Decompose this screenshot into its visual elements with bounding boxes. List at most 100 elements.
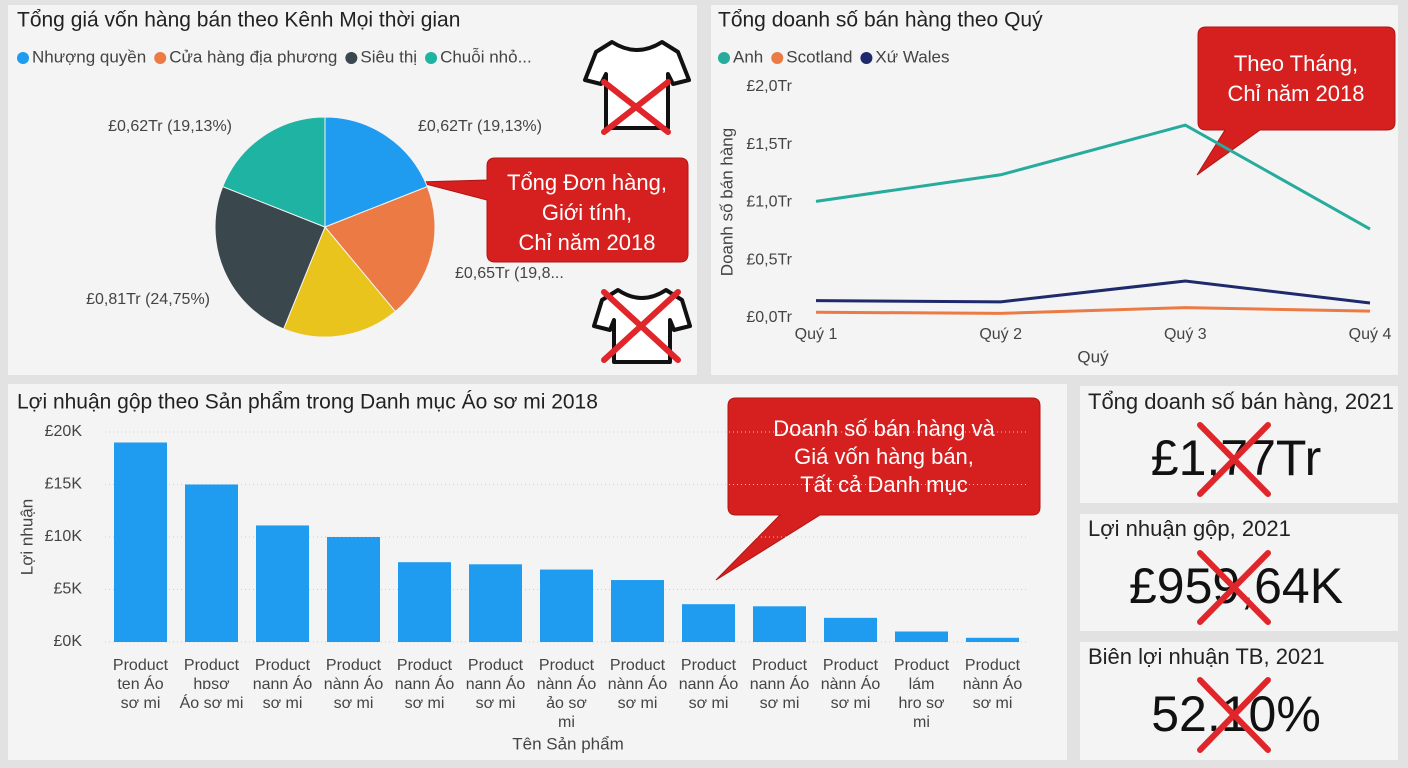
y-tick-label: £10K <box>45 528 83 545</box>
x-tick-label: nànn Áo <box>608 674 668 693</box>
x-tick-label: Quý 4 <box>1349 326 1392 343</box>
x-tick-label: nànn Áo <box>821 674 881 693</box>
x-tick-label: nànn Áo <box>963 674 1023 693</box>
y-tick-label: £15K <box>45 476 83 493</box>
line-series <box>815 123 1371 231</box>
y-tick-label: £20K <box>45 423 83 440</box>
y-tick-label: £5K <box>54 581 83 598</box>
x-tick-label: Product <box>752 657 808 674</box>
x-tick-label: Product <box>894 657 950 674</box>
x-tick-label: mi <box>558 714 575 731</box>
x-tick-label: nann Áo <box>466 674 526 693</box>
card <box>1080 386 1398 503</box>
x-tick-label: lám <box>909 676 935 693</box>
card-title: Lợi nhuận gộp, 2021 <box>1088 516 1291 541</box>
legend-marker <box>425 52 438 64</box>
x-tick-label: Quý 3 <box>1164 326 1207 343</box>
chart-title: Tổng giá vốn hàng bán theo Kênh Mọi thời… <box>17 9 460 32</box>
data-label: £0,62Tr (19,13%) <box>108 118 232 135</box>
line-series <box>815 279 1371 305</box>
bar <box>469 564 522 642</box>
x-tick-label: Product <box>965 657 1021 674</box>
x-tick-label: Product <box>397 657 453 674</box>
legend-marker <box>154 52 167 64</box>
x-tick-label: sơ mi <box>831 695 871 712</box>
x-tick-label: sơ mi <box>121 695 161 712</box>
x-tick-label: hro sơ <box>898 695 945 712</box>
x-tick-label: Product <box>326 657 382 674</box>
legend-marker <box>718 52 730 64</box>
legend-label: Chuỗi nhỏ... <box>440 47 532 66</box>
x-tick-label: Product <box>113 657 169 674</box>
card-title: Tổng doanh số bán hàng, 2021 <box>1088 389 1394 414</box>
callout-text: Tất cả Danh mục <box>800 472 968 497</box>
bar <box>327 537 380 642</box>
bar <box>966 637 1019 642</box>
x-tick-label: Product <box>823 657 879 674</box>
legend-label: Cửa hàng địa phương <box>169 47 337 66</box>
x-tick-label: sơ mi <box>689 695 729 712</box>
bar <box>398 562 451 642</box>
x-tick-label: Product <box>255 657 311 674</box>
x-tick-label: sơ mi <box>263 695 303 712</box>
pie-slice <box>214 185 326 330</box>
x-tick-label: Product <box>610 657 666 674</box>
pie-slice <box>222 116 326 228</box>
x-tick-label: Quý 1 <box>795 326 838 343</box>
y-axis-label: Lợi nhuận <box>17 499 36 575</box>
data-label: £0,65Tr (19,8... <box>455 265 564 282</box>
bar <box>540 569 593 642</box>
x-tick-label: nann Áo <box>253 674 313 693</box>
card-title: Biên lợi nhuận TB, 2021 <box>1088 644 1325 669</box>
callout-text: Theo Tháng, <box>1234 51 1358 76</box>
callout-text: Doanh số bán hàng và <box>773 416 995 441</box>
y-tick-label: £1,5Tr <box>746 136 792 153</box>
cross-mark <box>601 79 681 363</box>
callout-box <box>417 26 1396 581</box>
y-tick-label: £0,5Tr <box>746 251 792 268</box>
legend-label: Scotland <box>786 47 852 66</box>
x-tick-label: Product <box>539 657 595 674</box>
legend-label: Anh <box>733 47 763 66</box>
x-tick-label: Quý 2 <box>979 326 1022 343</box>
x-tick-label: nann Áo <box>679 674 739 693</box>
callout-text: Giới tính, <box>542 200 632 225</box>
x-tick-label: Áo sơ mi <box>180 693 244 712</box>
y-axis-label: Doanh số bán hàng <box>717 128 736 276</box>
legend-marker <box>345 52 358 64</box>
bar <box>611 580 664 642</box>
bar <box>895 631 948 642</box>
x-tick-label: nànn Áo <box>324 674 384 693</box>
callout-text: Tổng Đơn hàng, <box>507 170 667 195</box>
cross-mark <box>1197 422 1271 753</box>
pie-slice <box>282 226 397 338</box>
pie-slice <box>324 116 428 228</box>
x-axis-label: Tên Sản phẩm <box>512 734 624 753</box>
legend-label: Xứ Wales <box>875 47 949 66</box>
bar <box>753 606 806 642</box>
legend-label: Siêu thị <box>360 47 417 66</box>
y-tick-label: £0K <box>54 633 83 650</box>
x-tick-label: sơ mi <box>476 695 516 712</box>
x-tick-label: hɒsơ <box>193 676 230 693</box>
bar <box>185 484 238 642</box>
bar <box>682 604 735 642</box>
legend-marker <box>860 52 873 64</box>
callout-text: Giá vốn hàng bán, <box>794 444 974 469</box>
x-tick-label: ten Áo <box>117 674 163 693</box>
callout-text: Chỉ năm 2018 <box>519 230 656 255</box>
x-tick-label: sơ mi <box>334 695 374 712</box>
bar <box>114 442 167 642</box>
legend-label: Nhượng quyền <box>32 47 146 66</box>
pie-slice <box>324 185 436 313</box>
x-tick-label: Product <box>184 657 240 674</box>
chart-title: Tổng doanh số bán hàng theo Quý <box>718 9 1043 32</box>
x-tick-label: sơ mi <box>618 695 658 712</box>
x-tick-label: nann Áo <box>395 674 455 693</box>
x-tick-label: mi <box>913 714 930 731</box>
chart-title: Lợi nhuận gộp theo Sản phẩm trong Danh m… <box>17 391 598 414</box>
bar <box>824 617 877 642</box>
x-tick-label: sơ mi <box>760 695 800 712</box>
bar <box>256 525 309 642</box>
